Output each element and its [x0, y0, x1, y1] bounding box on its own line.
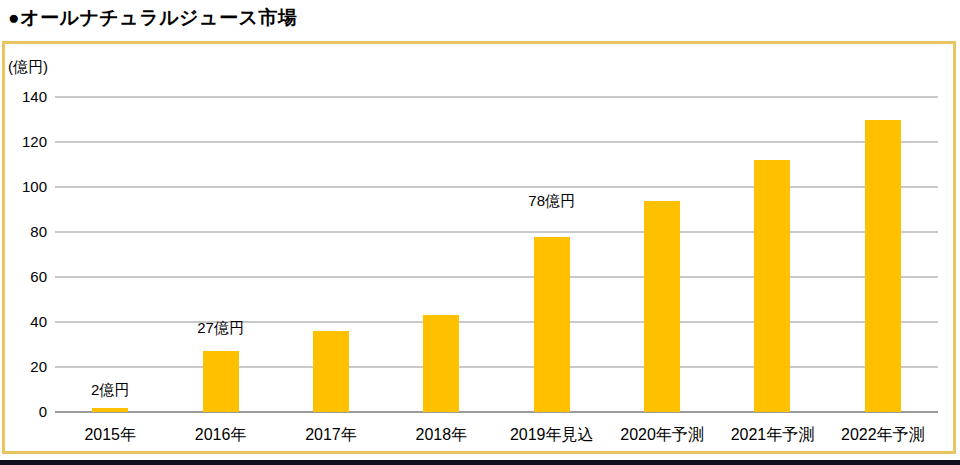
- bar-2019年見込: [534, 237, 570, 413]
- bar-2018年: [423, 315, 459, 412]
- bar-2022年予測: [865, 120, 901, 413]
- bar-value-label: 78億円: [492, 192, 612, 211]
- bar-value-label: 2億円: [50, 381, 170, 400]
- bar-2021年予測: [754, 160, 790, 412]
- x-axis-line: [55, 411, 938, 413]
- bottom-edge-bar: [0, 460, 960, 465]
- chart-page: ●オールナチュラルジュース市場 (億円) 0204060801001201402…: [0, 0, 960, 465]
- gridline: [55, 276, 938, 278]
- page-title-text: オールナチュラルジュース市場: [20, 7, 297, 28]
- y-tick-label: 80: [5, 224, 47, 240]
- gridline: [55, 231, 938, 233]
- gridline: [55, 96, 938, 98]
- gridline: [55, 186, 938, 188]
- gridline: [55, 366, 938, 368]
- bar-value-label: 27億円: [161, 319, 281, 338]
- bar-2017年: [313, 331, 349, 412]
- y-tick-label: 40: [5, 314, 47, 330]
- y-tick-label: 120: [5, 134, 47, 150]
- bullet-icon: ●: [8, 7, 20, 28]
- plot-area: 0204060801001201402億円2015年27億円2016年2017年…: [5, 44, 953, 451]
- y-tick-label: 20: [5, 359, 47, 375]
- x-axis-label: 2022年予測: [813, 425, 953, 446]
- page-title: ●オールナチュラルジュース市場: [8, 5, 297, 31]
- bar-2016年: [203, 351, 239, 412]
- gridline: [55, 141, 938, 143]
- y-tick-label: 140: [5, 89, 47, 105]
- chart-frame: (億円) 0204060801001201402億円2015年27億円2016年…: [2, 41, 956, 454]
- bar-2020年予測: [644, 201, 680, 413]
- y-tick-label: 60: [5, 269, 47, 285]
- y-tick-label: 0: [5, 404, 47, 420]
- bar-2015年: [92, 408, 128, 413]
- y-tick-label: 100: [5, 179, 47, 195]
